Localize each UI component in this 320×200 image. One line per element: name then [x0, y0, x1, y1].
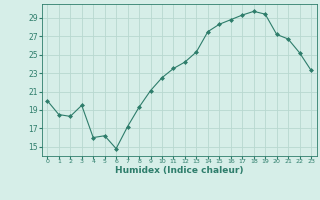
- X-axis label: Humidex (Indice chaleur): Humidex (Indice chaleur): [115, 166, 244, 175]
